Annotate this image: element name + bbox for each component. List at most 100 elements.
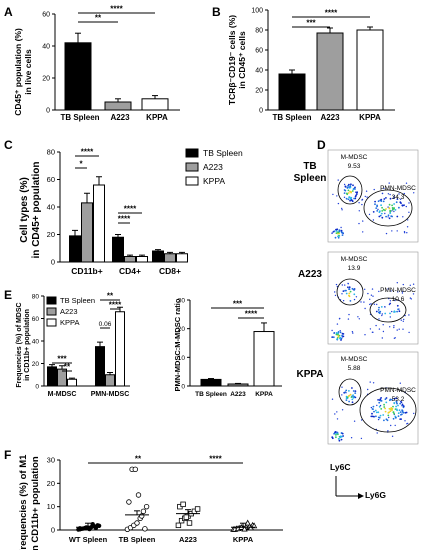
panel-e-ylabel-1: Frequencies (%) of MDSC [16,302,23,387]
panel-c-bar [81,202,93,263]
flow-plot-pmn-cluster [374,200,376,203]
panel-letter-f: F [4,448,11,462]
flow-plot-event [361,199,363,201]
flow-plot-event [347,282,349,285]
flow-plot-event [363,301,365,303]
flow-plot-m-cluster [349,186,352,189]
flow-plot-pmn-cluster [391,208,394,211]
flow-plot-m-cluster [349,185,352,187]
flow-plot-event [343,196,346,198]
flow-plot-event [393,326,395,329]
flow-plot-pmn-cluster [389,302,392,305]
flow-plot-event [413,412,415,415]
flow-plot-event [341,209,343,211]
flow-plot-low-cluster [342,335,345,338]
panel-c-bar [69,235,81,263]
flow-plot-event [351,331,354,333]
panel-e-right-category-label: TB Spleen [195,391,227,398]
panel-f-point [175,522,182,529]
flow-plot-m-cluster [351,398,354,401]
panel-e-legend-label: KPPA [60,318,79,327]
flow-plot-event [413,192,415,194]
flow-plot-m-cluster [346,187,349,189]
flow-plot-pmn-cluster [401,409,403,411]
flow-plot-low-cluster [335,333,338,336]
panel-c-bar [164,253,176,263]
flow-plot-pmn-cluster [377,200,380,203]
flow-plot-event [377,418,380,421]
flow-plot-pmn-cluster [403,204,405,207]
flow-plot-m-cluster [354,195,357,198]
flow-plot-m-cluster [350,199,353,202]
flow-plot-pmn-cluster [389,410,392,413]
flow-plot-event [331,329,333,332]
panel-c-legend-label: A223 [203,162,223,172]
panel-f-point [186,520,193,526]
flow-plot-event [339,330,341,332]
panel-e-legend-swatch [46,296,57,305]
flow-plot-event [406,226,409,228]
flow-plot-event [403,192,405,195]
flow-plot-event [355,296,358,298]
flow-plot-m-cluster [344,189,347,192]
flow-plot-pmn-cluster [378,312,381,315]
flow-gate-value-m: 9.53 [348,163,361,170]
flow-plot-event [365,190,368,192]
panel-f-point [244,519,251,526]
panel-a-sig2-label: **** [110,5,123,14]
panel-f-point [135,492,142,498]
flow-plot-pmn-cluster [385,197,387,199]
flow-plot-event [378,290,380,293]
flow-plot-event [364,195,366,198]
flow-plot-pmn-cluster [382,200,385,203]
flow-plot-event [407,219,409,221]
panel-c-tick-label: 80 [47,148,55,157]
panel-f-point [90,521,95,527]
flow-plot-m-cluster [348,288,351,291]
flow-plot-event [369,381,371,383]
flow-plot-event [393,195,396,197]
flow-plot-event [394,424,396,427]
flow-plot-pmn-cluster [380,212,383,215]
flow-plot-event [367,388,369,391]
flow-plot-event [399,382,401,384]
panel-e-right-tick-label: 20 [178,326,186,333]
panel-e-left-tick-label: 20 [32,361,40,368]
flow-plot-m-cluster [345,292,348,295]
flow-plot-event [358,222,360,225]
flow-plot-event [377,208,379,211]
panel-e-bar [47,366,57,387]
panel-e-left-tick-label: 0 [35,384,39,391]
flow-plot-pmn-cluster [396,198,399,201]
panel-b-tick-label: 0 [259,108,263,115]
flow-plot-pmn-cluster [388,207,391,209]
panel-e-right-bar [253,331,275,387]
flow-plot-pmn-cluster [371,412,373,415]
flow-plot-event [381,337,383,339]
flow-plot-pmn-cluster [392,417,395,420]
flow-plot-pmn-cluster [402,411,405,414]
flow-plot-event [362,220,364,222]
flow-plot-event [332,193,334,196]
flow-plot-pmn-cluster [398,409,401,412]
flow-plot-event [331,232,333,234]
flow-plot-low-cluster [338,439,341,442]
panel-e-bar [95,346,105,387]
panel-b-bar [278,73,306,111]
flow-plot-event [364,307,366,310]
flow-plot-frame [327,149,419,243]
flow-plot-frame [327,251,419,345]
flow-plot-pmn-cluster [393,197,395,199]
flow-plot-event [341,394,343,396]
flow-plot-pmn-cluster [374,409,377,412]
flow-plot-pmn-cluster [392,405,394,408]
flow-plot-low-cluster [340,231,343,234]
flow-plot-event [402,328,404,330]
flow-plot-low-cluster [338,334,341,337]
flow-plot-pmn-cluster [384,398,387,401]
flow-plot-pmn-cluster [395,405,397,408]
panel-c-bar [176,253,188,263]
flow-plot-low-cluster [338,230,341,233]
flow-plot-pmn-cluster [393,203,395,205]
panel-e-right-category-label: A223 [230,391,246,398]
